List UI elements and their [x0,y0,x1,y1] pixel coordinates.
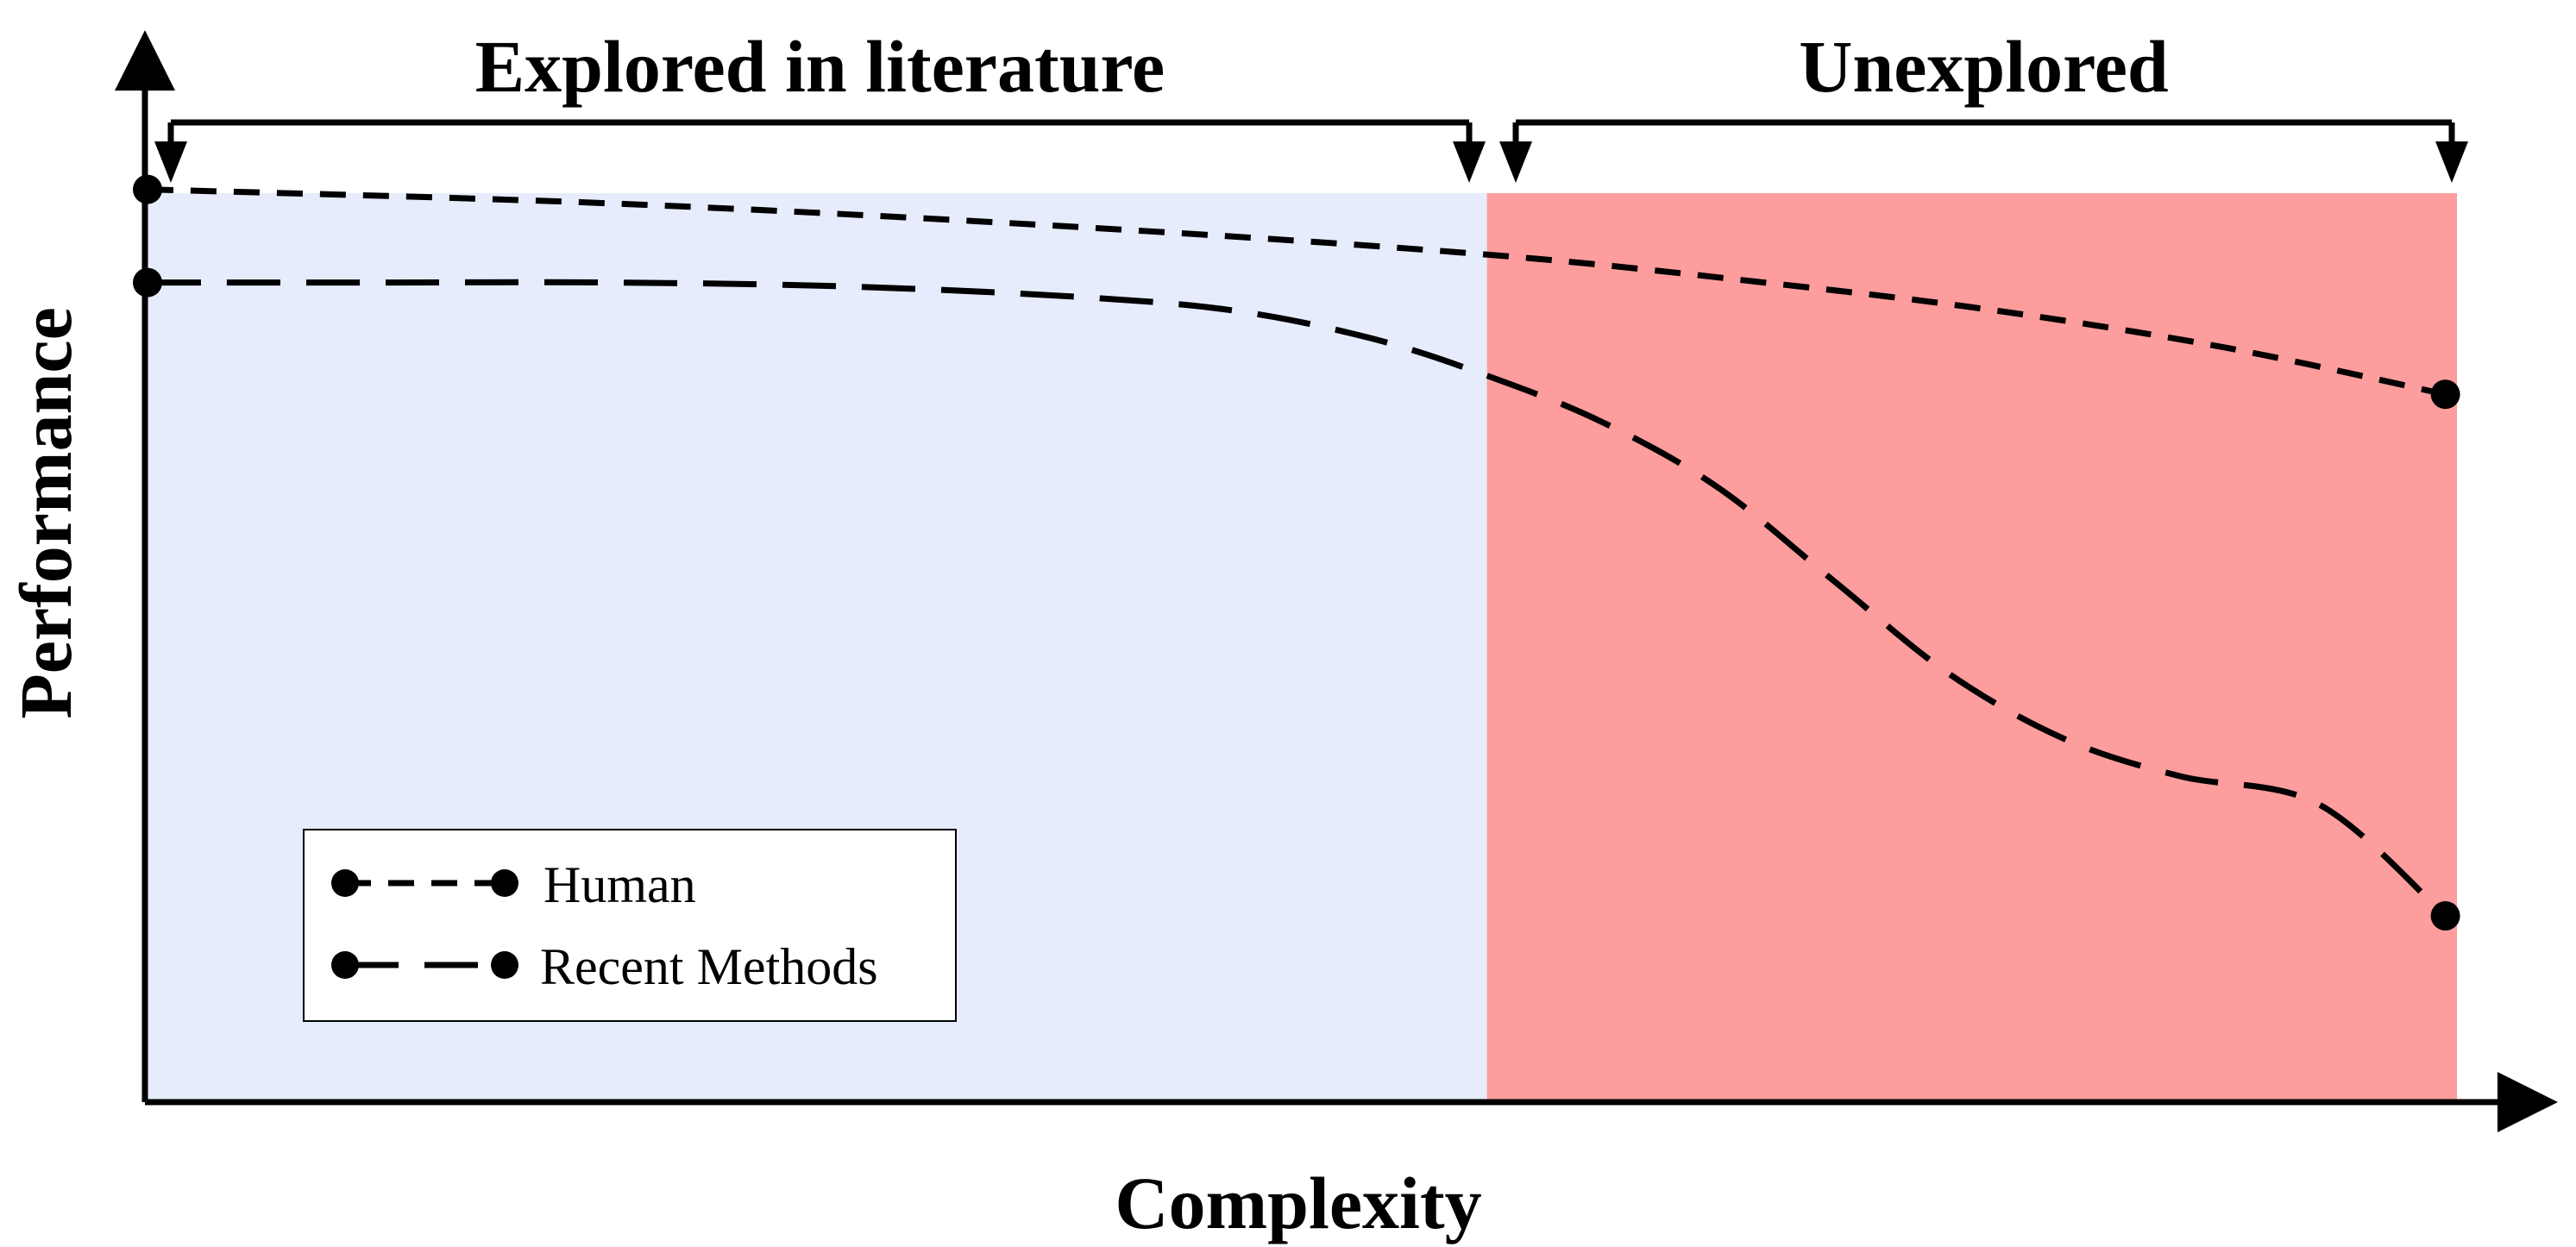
region-unexplored [1486,193,2457,1102]
legend-marker-recent-methods-end [491,951,518,979]
legend-marker-human-end [491,869,518,897]
bracket-unexplored [1499,119,2468,183]
legend-label-human: Human [543,856,696,913]
bracket-arrowhead [1499,141,1532,183]
bracket-arrowhead [154,141,187,183]
bracket-arrowhead [1453,141,1486,183]
bracket-explored [154,119,1486,183]
region-label-unexplored: Unexplored [1799,25,2168,108]
series-point-recent-methods-end [2430,901,2460,931]
x-axis-label: Complexity [1115,1162,1481,1244]
legend-box [303,829,957,1022]
legend-marker-human-start [331,869,359,897]
legend-label-recent-methods: Recent Methods [540,938,878,995]
y-axis-label: Performance [4,307,87,719]
series-layer [133,174,2460,931]
region-label-explored: Explored in literature [475,25,1165,108]
series-point-human-end [2430,379,2460,410]
series-line-recent-methods [148,279,2447,918]
bracket-arrowhead [2435,141,2468,183]
legend: Human Recent Methods [303,829,957,1022]
legend-marker-recent-methods-start [331,951,359,979]
series-line-human [147,186,2447,398]
bracket-layer [154,119,2468,183]
